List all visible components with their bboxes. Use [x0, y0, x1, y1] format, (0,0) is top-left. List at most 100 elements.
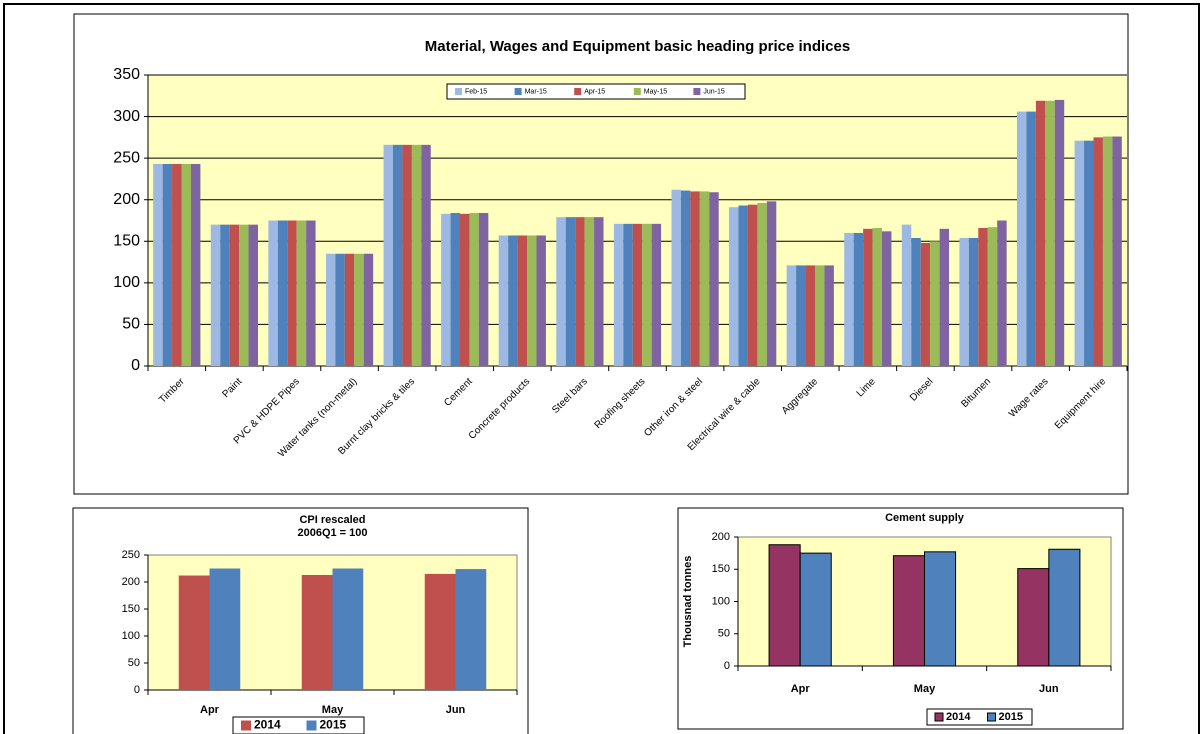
y-tick-label: 100 — [122, 630, 140, 642]
bar — [392, 144, 403, 366]
bar — [411, 144, 422, 366]
chart-title: Material, Wages and Equipment basic head… — [425, 38, 850, 55]
bar — [527, 235, 537, 366]
x-tick-label: Apr — [791, 683, 811, 695]
chart-title: Cement supply — [885, 512, 965, 524]
bar — [536, 235, 546, 366]
y-tick-label: 100 — [113, 274, 140, 291]
bar — [651, 223, 662, 366]
bar — [239, 224, 249, 366]
bar — [805, 265, 815, 366]
bar — [450, 213, 461, 366]
x-tick-label: Jun — [446, 704, 466, 716]
bar — [172, 163, 182, 366]
y-tick-label: 250 — [122, 549, 140, 561]
legend-label: Mar-15 — [525, 88, 547, 95]
bar — [872, 227, 883, 366]
bar — [911, 237, 921, 366]
bar — [287, 220, 297, 366]
bar — [1054, 99, 1065, 366]
x-tick-label: May — [914, 683, 936, 695]
bar — [455, 569, 487, 690]
legend-box — [232, 716, 365, 734]
y-tick-label: 200 — [712, 531, 730, 543]
bar — [424, 573, 456, 690]
bar — [1102, 136, 1113, 366]
legend-label: 2014 — [254, 718, 281, 732]
bar — [478, 213, 489, 366]
legend-label: 2014 — [946, 711, 971, 723]
x-tick-label: Jun — [1039, 683, 1059, 695]
bar — [354, 253, 364, 366]
bar — [768, 544, 801, 667]
bar — [1026, 111, 1036, 366]
bar — [738, 205, 748, 366]
bar — [632, 223, 643, 366]
bar — [190, 163, 201, 366]
bar — [517, 235, 528, 366]
legend-swatch — [241, 720, 251, 731]
chart-subtitle: 2006Q1 = 100 — [297, 527, 367, 539]
bar — [344, 253, 355, 366]
legend-swatch — [455, 88, 462, 95]
bar — [441, 213, 451, 366]
bar — [1035, 100, 1046, 366]
bar — [671, 189, 681, 366]
legend-label: 2015 — [999, 711, 1023, 723]
legend-box — [446, 83, 746, 100]
bar — [997, 220, 1007, 366]
x-tick-label: May — [322, 704, 344, 716]
bar — [181, 163, 191, 366]
bar — [383, 144, 393, 366]
y-tick-label: 50 — [122, 316, 140, 333]
y-tick-label: 100 — [712, 595, 730, 607]
bar — [814, 265, 825, 366]
legend-label: Feb-15 — [465, 88, 487, 95]
bar — [220, 224, 230, 366]
bar — [335, 253, 345, 366]
bar — [729, 207, 739, 366]
bar — [1112, 136, 1122, 366]
bar — [1045, 100, 1055, 366]
y-tick-label: 0 — [724, 660, 730, 672]
legend-swatch — [693, 88, 701, 95]
legend-swatch — [633, 88, 641, 95]
bar — [153, 163, 163, 366]
bar — [460, 213, 470, 366]
bar — [162, 163, 173, 366]
legend-label: May-15 — [644, 88, 667, 95]
bar — [1084, 140, 1094, 366]
bar — [844, 232, 854, 366]
chart-title: CPI rescaled — [299, 514, 365, 526]
y-tick-label: 0 — [134, 684, 140, 696]
bar — [747, 204, 758, 366]
bar — [786, 265, 797, 366]
bar — [987, 227, 998, 366]
bar — [248, 224, 258, 366]
bar — [968, 237, 979, 366]
bar — [296, 220, 307, 366]
bar — [924, 551, 957, 667]
bar — [1093, 137, 1103, 366]
bar — [978, 227, 988, 366]
bar — [699, 191, 710, 366]
y-tick-label: 300 — [113, 108, 140, 125]
legend-label: Jun-15 — [703, 88, 725, 95]
legend-label: 2015 — [320, 718, 347, 732]
bar — [959, 237, 969, 366]
legend-label: Apr-15 — [584, 88, 605, 95]
bar — [508, 235, 518, 366]
bar — [421, 144, 431, 366]
bar — [209, 568, 241, 690]
bar — [757, 203, 767, 366]
x-tick-label: Apr — [200, 704, 220, 716]
y-axis-label: Thousnad tonnes — [682, 556, 694, 648]
bar — [766, 201, 777, 366]
bar — [613, 223, 624, 366]
bar — [901, 224, 912, 366]
legend-swatch — [306, 720, 317, 731]
legend-swatch — [514, 88, 522, 95]
bar — [210, 224, 221, 366]
bar — [363, 253, 374, 366]
bar — [301, 574, 333, 690]
